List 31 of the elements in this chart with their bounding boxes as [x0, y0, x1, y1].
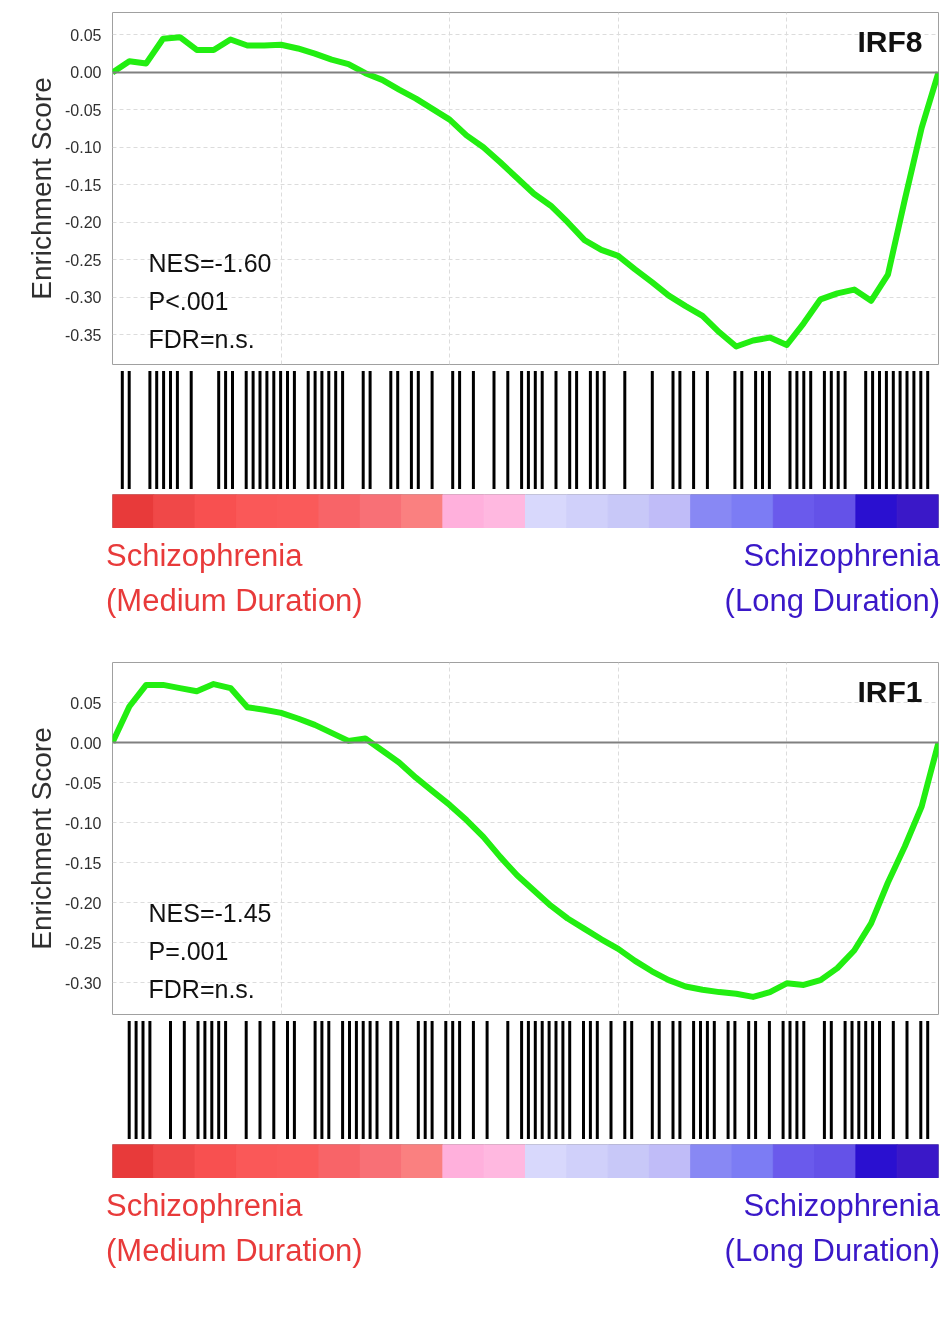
- y-tick-label: -0.30: [65, 974, 102, 992]
- y-tick-label: 0.05: [70, 694, 102, 712]
- y-tick-label: -0.10: [65, 139, 102, 157]
- annotation: FDR=n.s.: [148, 974, 255, 1003]
- annotation: P<.001: [148, 286, 229, 315]
- y-tick-label: -0.30: [65, 289, 102, 307]
- text: Schizophrenia (Medium Duration): [106, 1187, 364, 1270]
- y-axis-title: Enrichment Score: [26, 77, 58, 300]
- text: Schizophrenia (Long Duration): [723, 537, 940, 620]
- annotation: FDR=n.s.: [148, 324, 255, 353]
- text: Schizophrenia (Long Duration): [723, 1187, 940, 1270]
- y-tick-label: 0.00: [70, 64, 102, 82]
- y-tick-label: -0.15: [65, 854, 102, 872]
- text: Schizophrenia (Medium Duration): [106, 537, 364, 620]
- y-tick-label: -0.35: [65, 326, 102, 344]
- annotation: NES=-1.45: [148, 898, 272, 927]
- y-tick-label: -0.15: [65, 176, 102, 194]
- annotation: P=.001: [148, 936, 229, 965]
- y-tick-label: -0.25: [65, 251, 102, 269]
- y-tick-label: -0.20: [65, 894, 102, 912]
- y-tick-label: 0.00: [70, 734, 102, 752]
- chart-title: IRF8: [857, 24, 923, 58]
- y-tick-label: -0.20: [65, 214, 102, 232]
- chart-title: IRF1: [857, 674, 923, 708]
- y-tick-label: -0.10: [65, 814, 102, 832]
- y-tick-label: -0.05: [65, 774, 102, 792]
- y-tick-label: 0.05: [70, 26, 102, 44]
- annotation: NES=-1.60: [148, 248, 272, 277]
- y-tick-label: -0.05: [65, 101, 102, 119]
- y-tick-label: -0.25: [65, 934, 102, 952]
- y-axis-title: Enrichment Score: [26, 727, 58, 950]
